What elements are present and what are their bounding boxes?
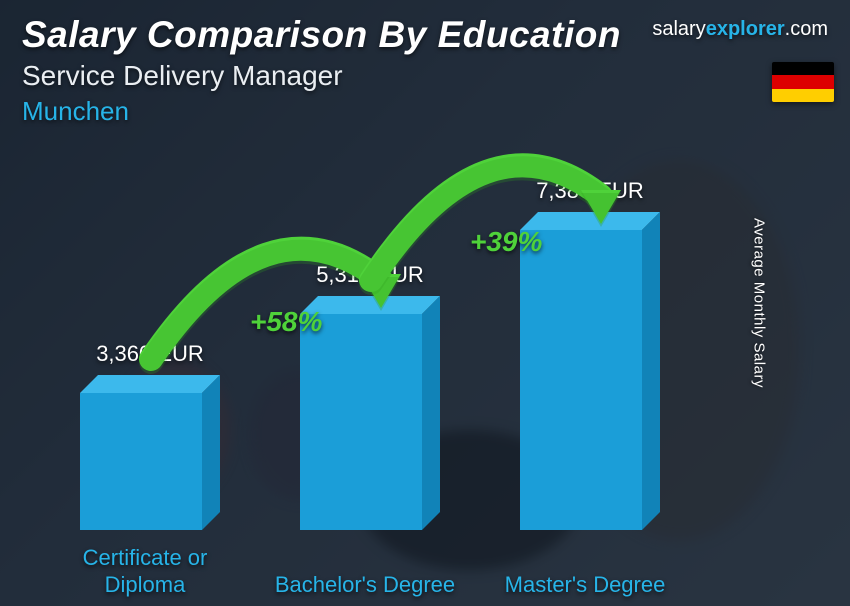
page-title: Salary Comparison By Education <box>22 14 621 56</box>
header-block: Salary Comparison By Education Service D… <box>22 14 621 127</box>
bar-chart: 3,360 EURCertificate or Diploma5,310 EUR… <box>0 136 820 606</box>
brand-logo: salaryexplorer.com <box>652 18 828 41</box>
page-subtitle: Service Delivery Manager <box>22 60 621 92</box>
brand-part-3: .com <box>785 18 828 40</box>
pct-arrow-icon <box>0 136 820 606</box>
brand-part-2: explorer <box>706 18 785 40</box>
germany-flag-icon <box>772 62 834 102</box>
pct-change-label: +39% <box>470 226 542 258</box>
brand-part-1: salary <box>652 18 705 40</box>
stage: Salary Comparison By Education Service D… <box>0 0 850 606</box>
page-location: Munchen <box>22 96 621 127</box>
